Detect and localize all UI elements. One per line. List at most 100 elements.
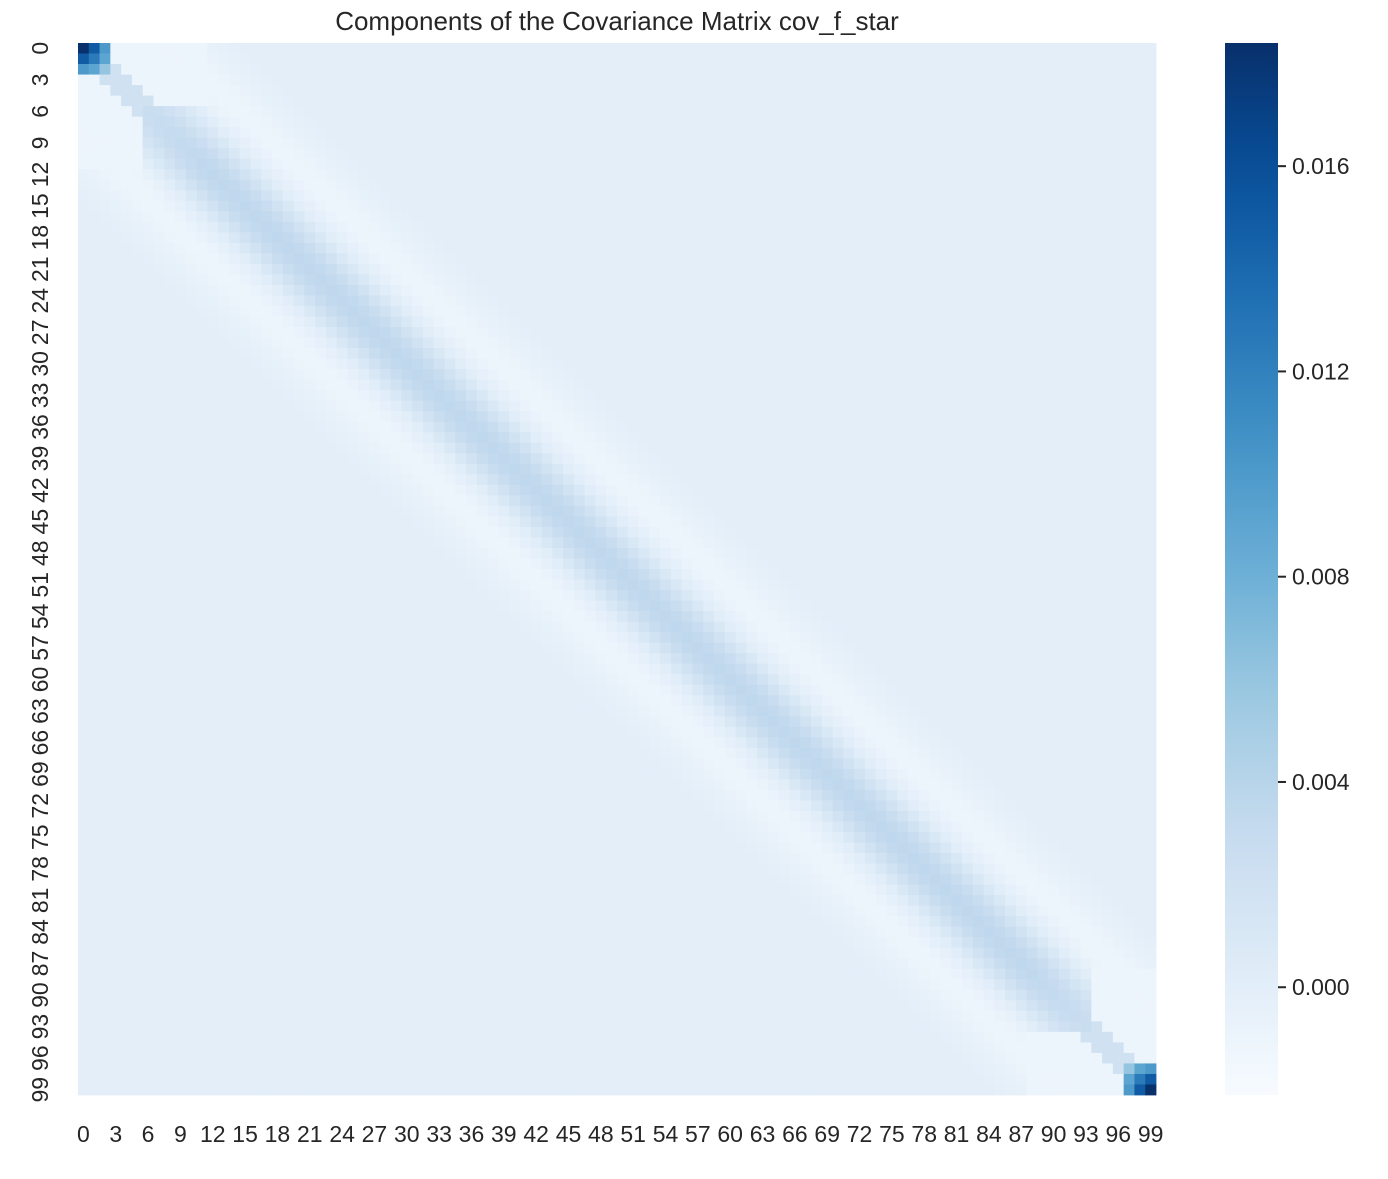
heatmap-cell <box>78 274 90 286</box>
heatmap-cell <box>1026 43 1038 54</box>
heatmap-cell <box>498 358 510 370</box>
heatmap-cell <box>261 116 273 128</box>
heatmap-cell <box>832 421 844 433</box>
heatmap-cell <box>918 337 931 349</box>
heatmap-cell <box>778 85 790 96</box>
heatmap-cell <box>670 474 683 486</box>
heatmap-cell <box>530 43 542 54</box>
heatmap-cell <box>983 221 995 233</box>
heatmap-cell <box>606 190 618 202</box>
heatmap-cell <box>1026 64 1038 75</box>
heatmap-cell <box>864 474 877 486</box>
heatmap-cell <box>724 295 736 307</box>
heatmap-cell <box>164 274 176 286</box>
heatmap-cell <box>918 442 931 454</box>
heatmap-cell <box>466 442 478 454</box>
heatmap-cell <box>164 116 176 128</box>
heatmap-cell <box>487 327 499 338</box>
heatmap-cell <box>519 400 532 412</box>
heatmap-cell <box>789 221 801 233</box>
heatmap-cell <box>228 306 241 317</box>
heatmap-cell <box>1102 53 1114 65</box>
heatmap-cell <box>541 158 553 170</box>
heatmap-cell <box>843 306 855 317</box>
heatmap-cell <box>1134 411 1146 423</box>
heatmap-cell <box>972 390 984 402</box>
heatmap-cell <box>78 526 90 538</box>
heatmap-cell <box>228 558 241 570</box>
heatmap-cell <box>476 421 489 433</box>
heatmap-cell <box>563 43 575 54</box>
heatmap-cell <box>325 43 338 54</box>
heatmap-cell <box>422 327 435 338</box>
heatmap-cell <box>498 211 510 223</box>
heatmap-cell <box>703 242 715 254</box>
heatmap-cell <box>250 221 262 233</box>
heatmap-cell <box>1123 495 1135 507</box>
heatmap-cell <box>207 474 219 486</box>
heatmap-cell <box>660 516 672 528</box>
heatmap-cell <box>164 200 176 212</box>
heatmap-cell <box>358 158 370 170</box>
heatmap-cell <box>390 337 402 349</box>
heatmap-cell <box>1091 369 1103 381</box>
heatmap-cell <box>164 400 176 412</box>
heatmap-cell <box>1069 442 1081 454</box>
heatmap-cell <box>164 85 176 96</box>
heatmap-cell <box>121 348 133 359</box>
heatmap-cell <box>832 316 844 328</box>
heatmap-cell <box>390 306 402 317</box>
heatmap-cell <box>293 179 305 191</box>
heatmap-cell <box>757 442 769 454</box>
heatmap-cell <box>433 484 445 496</box>
heatmap-cell <box>487 274 499 286</box>
heatmap-cell <box>864 74 877 86</box>
heatmap-cell <box>951 432 963 444</box>
heatmap-cell <box>304 211 316 223</box>
heatmap-cell <box>1102 190 1114 202</box>
heatmap-cell <box>1005 547 1017 559</box>
heatmap-cell <box>961 474 974 486</box>
heatmap-cell <box>638 369 650 381</box>
heatmap-cell <box>196 316 208 328</box>
heatmap-cell <box>617 453 629 465</box>
heatmap-cell <box>153 505 165 517</box>
heatmap-cell <box>401 505 413 517</box>
heatmap-cell <box>412 53 424 65</box>
heatmap-cell <box>627 190 639 202</box>
heatmap-cell <box>1037 232 1049 244</box>
heatmap-cell <box>390 537 402 549</box>
heatmap-cell <box>864 211 877 223</box>
heatmap-cell <box>703 547 715 559</box>
heatmap-cell <box>282 505 294 517</box>
heatmap-cell <box>422 337 435 349</box>
heatmap-cell <box>649 158 661 170</box>
heatmap-cell <box>1112 484 1125 496</box>
heatmap-cell <box>670 547 683 559</box>
heatmap-cell <box>983 148 995 160</box>
heatmap-cell <box>509 358 521 370</box>
heatmap-cell <box>369 421 381 433</box>
heatmap-cell <box>1102 453 1114 465</box>
heatmap-cell <box>261 547 273 559</box>
heatmap-cell <box>336 284 348 296</box>
heatmap-cell <box>983 432 995 444</box>
heatmap-cell <box>175 211 187 223</box>
heatmap-cell <box>293 505 305 517</box>
heatmap-cell <box>724 221 736 233</box>
heatmap-cell <box>1005 516 1017 528</box>
heatmap-cell <box>714 369 726 381</box>
heatmap-cell <box>778 295 790 307</box>
heatmap-cell <box>358 421 370 433</box>
heatmap-cell <box>563 74 575 86</box>
heatmap-cell <box>1080 95 1092 107</box>
heatmap-cell <box>1112 516 1125 528</box>
heatmap-cell <box>1037 158 1049 170</box>
heatmap-cell <box>649 53 661 65</box>
heatmap-cell <box>811 411 823 423</box>
heatmap-cell <box>185 526 197 538</box>
heatmap-cell <box>994 400 1006 412</box>
heatmap-cell <box>983 379 995 391</box>
heatmap-cell <box>552 558 564 570</box>
heatmap-cell <box>875 43 887 54</box>
